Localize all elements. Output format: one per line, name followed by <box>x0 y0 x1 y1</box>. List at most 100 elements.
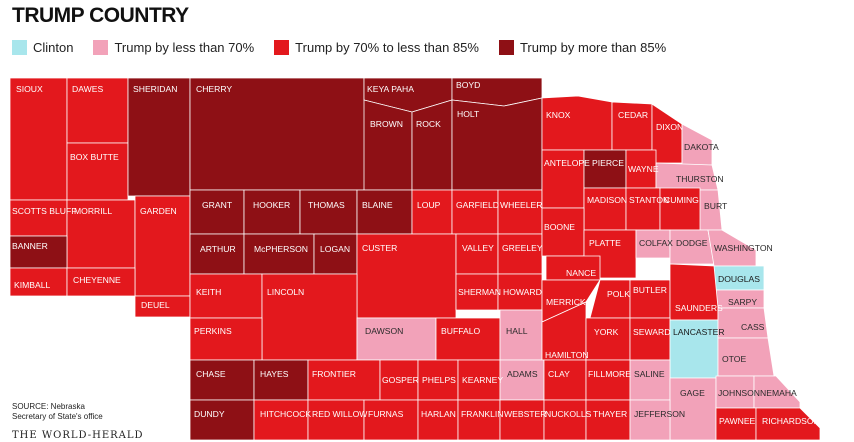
county-label-valley: VALLEY <box>462 243 494 253</box>
county-logan <box>313 233 358 275</box>
county-label-buffalo: BUFFALO <box>441 326 480 336</box>
county-label-lancaster: LANCASTER <box>673 327 725 337</box>
legend-item-trump-70-85: Trump by 70% to less than 85% <box>274 39 479 55</box>
county-label-scotts-bluff: SCOTTS BLUFF <box>12 206 76 216</box>
county-label-box-butte: BOX BUTTE <box>70 152 119 162</box>
legend-swatch <box>93 39 109 55</box>
county-label-hooker: HOOKER <box>253 200 290 210</box>
county-rock <box>411 99 453 191</box>
county-label-furnas: FURNAS <box>368 409 404 419</box>
legend-swatch <box>12 39 27 55</box>
county-label-saunders: SAUNDERS <box>675 303 723 313</box>
county-label-jefferson: JEFFERSON <box>634 409 685 419</box>
county-label-dodge: DODGE <box>676 238 708 248</box>
county-label-seward: SEWARD <box>633 327 670 337</box>
county-label-phelps: PHELPS <box>422 375 456 385</box>
county-label-gage: GAGE <box>680 388 705 398</box>
county-label-keya-paha: KEYA PAHA <box>367 84 414 94</box>
county-label-butler: BUTLER <box>633 285 667 295</box>
county-garfield <box>451 189 499 235</box>
county-nemaha <box>753 375 801 409</box>
county-hooker <box>243 189 301 235</box>
county-brown <box>363 99 413 191</box>
county-label-dixon: DIXON <box>656 122 683 132</box>
county-franklin <box>457 399 501 441</box>
county-layer <box>9 77 821 441</box>
county-adams <box>499 359 545 401</box>
county-red-willow <box>307 399 365 441</box>
county-label-washington: WASHINGTON <box>714 243 773 253</box>
county-greeley <box>497 233 543 275</box>
county-boone <box>541 207 585 257</box>
county-label-cass: CASS <box>741 322 765 332</box>
county-valley <box>455 233 499 275</box>
county-label-wayne: WAYNE <box>628 164 659 174</box>
county-loup <box>411 189 453 235</box>
county-label-burt: BURT <box>704 201 728 211</box>
county-label-richardson: RICHARDSON <box>762 416 820 426</box>
county-sioux <box>9 77 68 201</box>
county-label-kearney: KEARNEY <box>462 375 503 385</box>
county-label-thurston: THURSTON <box>676 174 724 184</box>
county-dawson <box>356 317 437 361</box>
county-label-arthur: ARTHUR <box>200 244 236 254</box>
county-label-thayer: THAYER <box>593 409 627 419</box>
legend-swatch <box>498 39 514 55</box>
county-blaine <box>356 189 413 235</box>
legend-item-trump-over-85: Trump by more than 85% <box>498 39 667 55</box>
source-line: Secretary of State's office <box>12 412 103 421</box>
county-label-hitchcock: HITCHCOCK <box>260 409 311 419</box>
county-label-grant: GRANT <box>202 200 233 210</box>
county-harlan <box>417 399 459 441</box>
county-label-stanton: STANTON <box>629 195 669 205</box>
county-label-harlan: HARLAN <box>421 409 456 419</box>
county-label-morrill: MORRILL <box>74 206 112 216</box>
legend: Clinton Trump by less than 70% Trump by … <box>12 38 686 56</box>
county-label-mcpherson: McPHERSON <box>254 244 308 254</box>
county-label-antelope: ANTELOPE <box>544 158 590 168</box>
county-york <box>585 317 631 361</box>
county-arthur <box>189 233 245 275</box>
legend-label: Trump by 70% to less than 85% <box>295 39 479 55</box>
county-label-sheridan: SHERIDAN <box>133 84 177 94</box>
county-label-franklin: FRANKLIN <box>461 409 504 419</box>
county-label-sherman: SHERMAN <box>458 287 501 297</box>
county-label-logan: LOGAN <box>320 244 350 254</box>
county-label-garden: GARDEN <box>140 206 177 216</box>
county-label-pawnee: PAWNEE <box>719 416 756 426</box>
county-dundy <box>189 399 255 441</box>
county-label-pierce: PIERCE <box>592 158 624 168</box>
county-label-sioux: SIOUX <box>16 84 43 94</box>
county-knox <box>541 95 613 151</box>
county-label-boone: BOONE <box>544 222 575 232</box>
county-furnas <box>363 399 419 441</box>
county-sheridan <box>127 77 191 197</box>
county-label-saline: SALINE <box>634 369 665 379</box>
county-label-webster: WEBSTER <box>504 409 547 419</box>
county-label-cherry: CHERRY <box>196 84 232 94</box>
county-washington <box>707 229 757 267</box>
county-label-polk: POLK <box>607 289 630 299</box>
county-hayes <box>253 359 309 401</box>
county-label-hayes: HAYES <box>260 369 289 379</box>
county-label-knox: KNOX <box>546 110 571 120</box>
county-label-colfax: COLFAX <box>639 238 673 248</box>
legend-label: Trump by more than 85% <box>519 39 667 55</box>
county-label-merrick: MERRICK <box>546 297 586 307</box>
county-fillmore <box>585 359 631 401</box>
county-saline <box>629 359 671 401</box>
county-chase <box>189 359 255 401</box>
county-label-cedar: CEDAR <box>618 110 648 120</box>
county-label-banner: BANNER <box>12 241 48 251</box>
county-buffalo <box>435 317 501 361</box>
county-label-wheeler: WHEELER <box>500 200 543 210</box>
county-grant <box>189 189 245 235</box>
legend-swatch <box>274 39 290 55</box>
county-label-cuming: CUMING <box>664 195 699 205</box>
county-pierce <box>583 149 627 189</box>
county-label-sarpy: SARPY <box>728 297 757 307</box>
county-label-perkins: PERKINS <box>194 326 232 336</box>
county-label-gosper: GOSPER <box>382 375 419 385</box>
legend-item-trump-under-70: Trump by less than 70% <box>93 39 254 55</box>
